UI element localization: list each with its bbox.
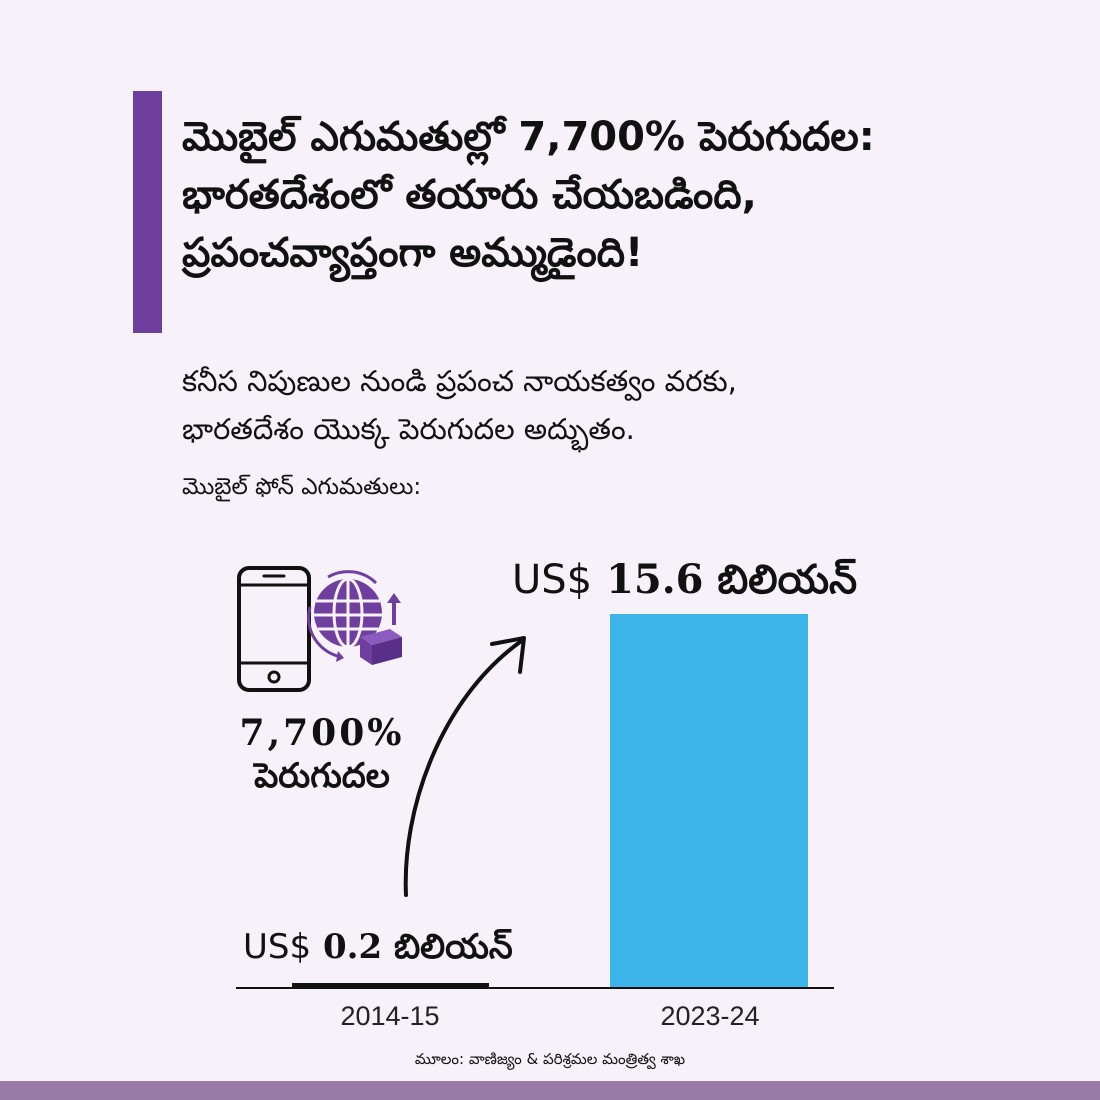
subtitle-line-1: కనీస నిపుణుల నుండి ప్రపంచ నాయకత్వం వరకు, (182, 364, 737, 398)
bar-value-label-2023-24: US$ 15.6 బిలియన్ (512, 556, 857, 613)
amount-label: 0.2 (322, 927, 383, 967)
x-tick-2014-15: 2014-15 (340, 1001, 440, 1031)
globe-export-icon (307, 570, 402, 665)
currency-label: US$ (243, 927, 312, 967)
growth-arrow-icon (403, 636, 526, 897)
subtitle-line-2: భారతదేశం యొక్క పెరుగుదల అద్భుతం. (182, 412, 635, 446)
unit-label: బిలియన్ (717, 557, 858, 603)
x-tick-2023-24: 2023-24 (660, 1001, 760, 1031)
title-accent-bar (133, 91, 162, 333)
growth-value: 7,700% (239, 712, 405, 754)
currency-label: US$ (512, 557, 593, 603)
growth-callout: 7,700% పెరుగుదల (222, 712, 422, 804)
subtitle: కనీస నిపుణుల నుండి ప్రపంచ నాయకత్వం వరకు,… (182, 357, 1042, 453)
title-line-1: మొబైల్ ఎగుమతుల్లో 7,700% పెరుగుదల: (182, 114, 875, 160)
bar-value-label-2014-15: US$ 0.2 బిలియన్ (243, 927, 513, 975)
bar-2023-24 (610, 614, 808, 988)
source-note: మూలం: వాణిజ్యం & పరిశ్రమల మంత్రిత్వ శాఖ (414, 1050, 686, 1068)
title-line-2: భారతదేశంలో తయారు చేయబడింది, (182, 172, 757, 218)
footer-bar (0, 1081, 1100, 1100)
unit-label: బిలియన్ (393, 927, 513, 967)
title-line-3: ప్రపంచవ్యాప్తంగా అమ్ముడైంది! (182, 230, 644, 276)
bar-2014-15 (292, 983, 489, 988)
growth-label: పెరుగుదల (254, 756, 390, 796)
section-label: మొబైల్ ఫోన్ ఎగుమతులు: (182, 474, 422, 500)
amount-label: 15.6 (606, 556, 704, 603)
page-title: మొబైల్ ఎగుమతుల్లో 7,700% పెరుగుదల: భారతద… (182, 108, 1042, 282)
